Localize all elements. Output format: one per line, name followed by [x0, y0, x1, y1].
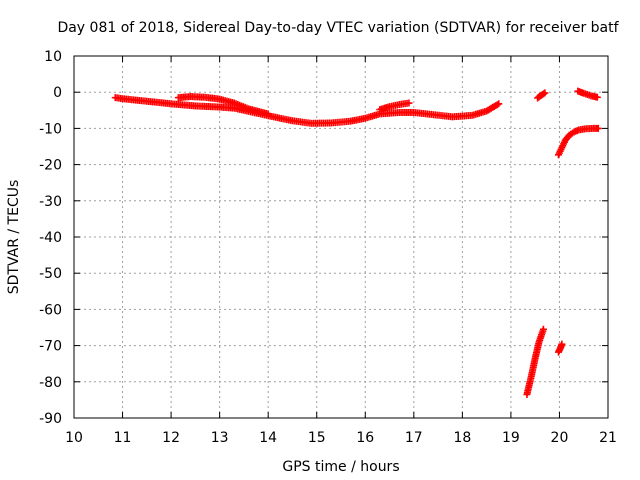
data-point [540, 90, 548, 98]
y-tick-label: -30 [39, 194, 62, 210]
series-late-top [574, 87, 601, 101]
y-axis-label: SDTVAR / TECUs [6, 180, 22, 295]
axis-ticks [73, 55, 609, 419]
x-tick-label: 14 [259, 430, 277, 446]
x-tick-label: 10 [65, 430, 83, 446]
grid [74, 56, 608, 418]
data-series [111, 87, 602, 398]
data-point [405, 99, 413, 107]
x-tick-label: 18 [453, 430, 471, 446]
x-tick-labels: 10 11 12 13 14 15 16 17 18 19 20 21 [65, 430, 617, 446]
data-point [558, 340, 566, 348]
y-tick-label: -90 [39, 411, 62, 427]
y-tick-label: -20 [39, 158, 62, 174]
series-main-track [111, 94, 503, 127]
y-tick-labels: 10 0 -10 -20 -30 -40 -50 -60 -70 -80 -90 [39, 49, 62, 427]
series-rise-track [376, 99, 413, 114]
y-tick-label: 10 [44, 49, 62, 65]
x-tick-label: 19 [502, 430, 520, 446]
x-tick-label: 12 [162, 430, 180, 446]
x-axis-label: GPS time / hours [282, 459, 399, 475]
data-point [539, 325, 547, 333]
series-fragment-19.6 [534, 89, 549, 102]
x-tick-label: 11 [114, 430, 132, 446]
data-point [495, 100, 503, 108]
series-late-recovery [554, 124, 602, 159]
y-tick-label: 0 [53, 85, 62, 101]
y-tick-label: -70 [39, 339, 62, 355]
data-point [493, 101, 501, 109]
data-point [594, 124, 602, 132]
y-tick-label: -40 [39, 230, 62, 246]
series-deep-drop [523, 325, 547, 398]
y-tick-label: -10 [39, 121, 62, 137]
chart-title: Day 081 of 2018, Sidereal Day-to-day VTE… [57, 20, 619, 36]
x-tick-label: 17 [405, 430, 423, 446]
series-hump-track [174, 93, 272, 118]
series-deep-fragment-20 [554, 340, 566, 356]
data-point [541, 89, 549, 97]
x-tick-label: 20 [551, 430, 569, 446]
data-point [593, 93, 601, 101]
x-tick-label: 16 [356, 430, 374, 446]
x-tick-label: 21 [599, 430, 617, 446]
x-tick-label: 15 [308, 430, 326, 446]
x-tick-label: 13 [211, 430, 229, 446]
data-point [264, 110, 272, 118]
y-tick-label: -60 [39, 302, 62, 318]
y-tick-label: -50 [39, 266, 62, 282]
y-tick-label: -80 [39, 375, 62, 391]
